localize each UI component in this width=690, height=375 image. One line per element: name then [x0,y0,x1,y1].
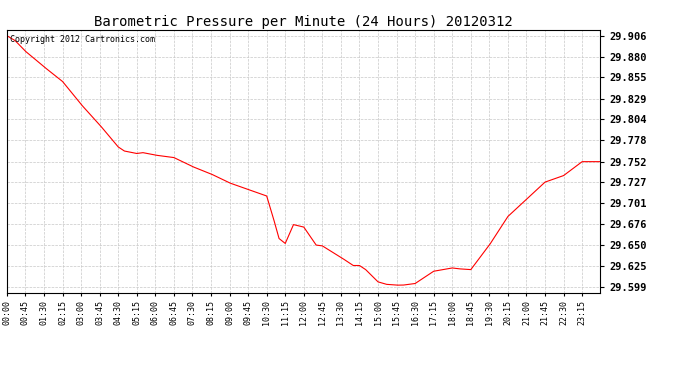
Title: Barometric Pressure per Minute (24 Hours) 20120312: Barometric Pressure per Minute (24 Hours… [95,15,513,29]
Text: Copyright 2012 Cartronics.com: Copyright 2012 Cartronics.com [10,35,155,44]
